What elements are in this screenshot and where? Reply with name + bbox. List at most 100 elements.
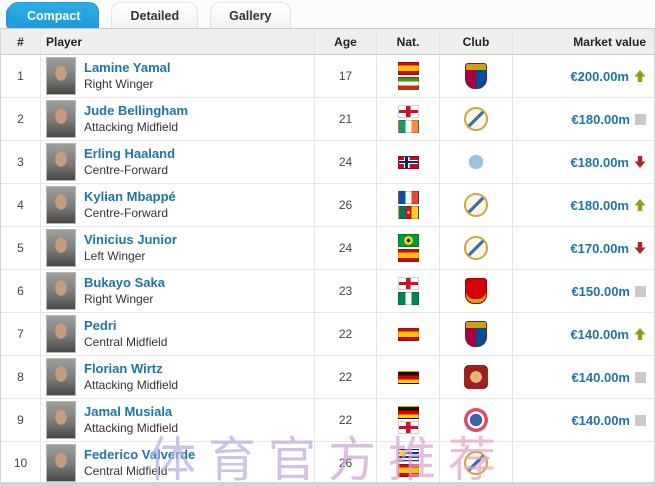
- bayern-munich-crest-icon[interactable]: [464, 408, 488, 432]
- player-name-link[interactable]: Vinicius Junior: [84, 232, 177, 248]
- player-cell: Lamine Yamal Right Winger: [41, 55, 315, 97]
- rank-cell: 8: [1, 356, 41, 398]
- age-cell: 26: [315, 184, 377, 226]
- age-value: 21: [338, 112, 353, 126]
- real-madrid-crest-icon[interactable]: [464, 236, 488, 260]
- table-row: 3 Erling Haaland Centre-Forward 24 €180.00m: [1, 141, 654, 184]
- player-cell: Pedri Central Midfield: [41, 313, 315, 355]
- age-cell: 21: [315, 98, 377, 140]
- market-value: €140.00m: [570, 326, 629, 342]
- rank-number: 4: [17, 198, 24, 212]
- player-position: Attacking Midfield: [84, 377, 179, 392]
- trend-flat-icon: [635, 371, 646, 383]
- market-value: €140.00m: [571, 412, 630, 428]
- header-player[interactable]: Player: [41, 29, 315, 54]
- arsenal-crest-icon[interactable]: [465, 278, 487, 304]
- player-info: Vinicius Junior Left Winger: [84, 232, 177, 262]
- player-info: Florian Wirtz Attacking Midfield: [84, 361, 179, 392]
- fc-barcelona-crest-icon[interactable]: [465, 63, 487, 89]
- player-name-link[interactable]: Kylian Mbappé: [84, 189, 176, 205]
- real-madrid-crest-icon[interactable]: [464, 451, 488, 475]
- market-value: €170.00m: [570, 240, 629, 256]
- player-info: Kylian Mbappé Centre-Forward: [84, 189, 176, 219]
- flag-nigeria-icon: [397, 292, 419, 305]
- player-info: Pedri Central Midfield: [84, 318, 168, 349]
- fc-barcelona-crest-icon[interactable]: [465, 321, 487, 347]
- flag-stack: [397, 234, 419, 262]
- header-club[interactable]: Club: [440, 29, 513, 54]
- market-value-cell: €180.00m: [513, 141, 654, 183]
- manchester-city-crest-icon[interactable]: [464, 150, 488, 174]
- player-photo: [46, 143, 76, 181]
- player-name-link[interactable]: Jude Bellingham: [84, 103, 189, 119]
- flag-ireland-icon: [397, 120, 419, 133]
- player-name-link[interactable]: Federico Valverde: [84, 447, 196, 463]
- bayer-leverkusen-crest-icon[interactable]: [464, 365, 488, 389]
- real-madrid-crest-icon[interactable]: [464, 193, 488, 217]
- tab-gallery[interactable]: Gallery: [210, 2, 291, 28]
- market-value-cell: €200.00m: [513, 55, 654, 97]
- rank-number: 3: [17, 155, 24, 169]
- player-photo: [46, 315, 76, 353]
- rank-number: 9: [17, 413, 24, 427]
- club-cell: [440, 313, 513, 355]
- table-header-row: # Player Age Nat. Club Market value: [1, 29, 654, 55]
- real-madrid-crest-icon[interactable]: [464, 107, 488, 131]
- rank-number: 1: [17, 69, 24, 83]
- nationality-cell: [377, 98, 440, 140]
- club-cell: [440, 442, 513, 484]
- tab-detailed[interactable]: Detailed: [111, 2, 199, 28]
- flag-stack: [397, 105, 419, 133]
- player-name-link[interactable]: Florian Wirtz: [84, 361, 163, 377]
- flag-spain-icon: [397, 249, 419, 262]
- age-value: 26: [338, 456, 353, 470]
- nationality-cell: [377, 270, 440, 312]
- trend-flat-square: [635, 414, 646, 426]
- flag-spain-icon: [397, 464, 419, 477]
- player-info: Lamine Yamal Right Winger: [84, 60, 171, 90]
- age-value: 17: [338, 69, 353, 83]
- trend-flat-square: [635, 285, 646, 297]
- market-value-cell: [513, 442, 654, 484]
- flag-stack: [397, 191, 419, 219]
- tab-compact[interactable]: Compact: [8, 2, 100, 28]
- market-value-cell: €180.00m: [513, 98, 654, 140]
- player-position: Attacking Midfield: [84, 119, 179, 134]
- flag-equatorial-guinea-icon: [397, 77, 419, 90]
- header-rank[interactable]: #: [1, 29, 41, 54]
- age-cell: 23: [315, 270, 377, 312]
- player-name-link[interactable]: Lamine Yamal: [84, 60, 171, 76]
- table-row: 7 Pedri Central Midfield 22 €140.00m: [1, 313, 654, 356]
- market-value: €180.00m: [570, 154, 629, 170]
- player-name-link[interactable]: Erling Haaland: [84, 146, 176, 162]
- nationality-cell: [377, 442, 440, 484]
- trend-down-icon: [634, 242, 646, 254]
- market-value-cell: €150.00m: [513, 270, 654, 312]
- flag-uruguay-icon: [397, 449, 419, 462]
- header-market-value[interactable]: Market value: [573, 34, 646, 49]
- player-name-link[interactable]: Bukayo Saka: [84, 275, 165, 291]
- header-age[interactable]: Age: [315, 29, 377, 54]
- market-value: €180.00m: [571, 111, 630, 127]
- table-row: 6 Bukayo Saka Right Winger 23 €150.00m: [1, 270, 654, 313]
- player-position: Centre-Forward: [84, 162, 169, 177]
- club-cell: [440, 55, 513, 97]
- header-nationality[interactable]: Nat.: [377, 29, 440, 54]
- market-value: €200.00m: [570, 68, 629, 84]
- flag-england-icon: [397, 277, 419, 290]
- rank-cell: 3: [1, 141, 41, 183]
- flag-stack: [397, 277, 419, 305]
- player-name-link[interactable]: Pedri: [84, 318, 117, 334]
- flag-germany-icon: [397, 406, 419, 419]
- trend-up-icon: [634, 199, 646, 211]
- player-cell: Erling Haaland Centre-Forward: [41, 141, 315, 183]
- trend-up-icon: [634, 70, 646, 82]
- player-position: Central Midfield: [84, 334, 168, 349]
- player-photo: [46, 57, 76, 95]
- trend-flat-icon: [635, 113, 646, 125]
- table-body: 1 Lamine Yamal Right Winger 17 €200.00m 2 Jude…: [1, 55, 654, 485]
- player-name-link[interactable]: Jamal Musiala: [84, 404, 173, 420]
- rank-cell: 1: [1, 55, 41, 97]
- trend-flat-icon: [635, 414, 646, 426]
